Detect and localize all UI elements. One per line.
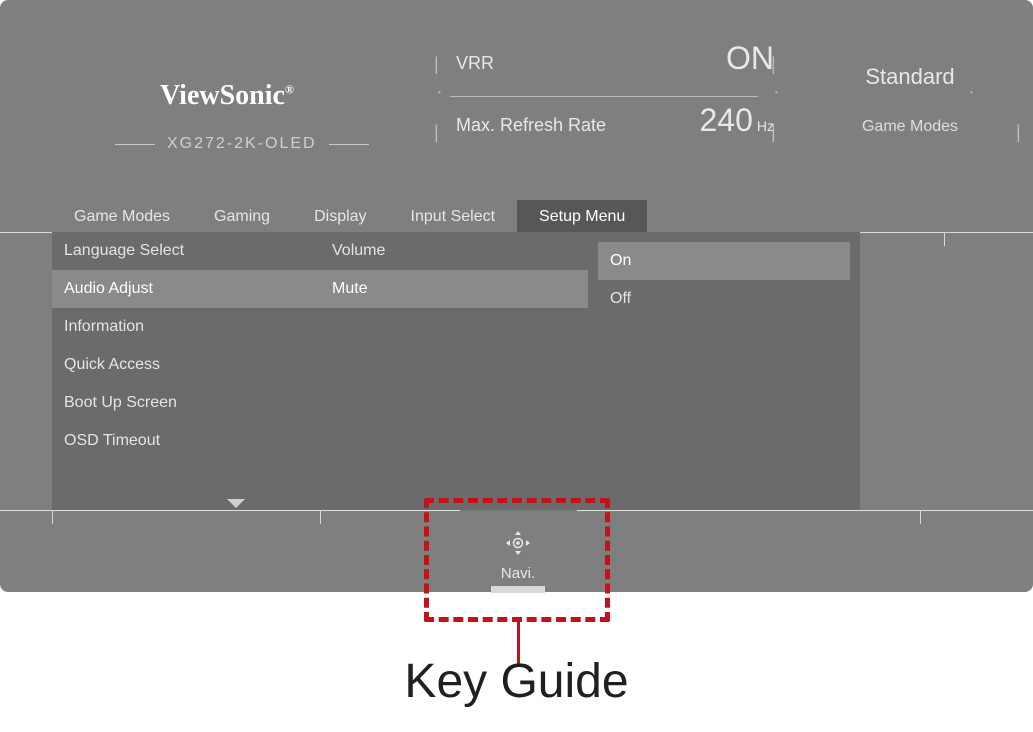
model-name: XG272-2K-OLED [167,135,317,153]
tick-mark [320,510,321,524]
bottom-rule [577,510,1033,511]
settings-panel: Language Select Audio Adjust Information… [52,232,860,510]
navi-underline [491,586,545,593]
status-vrr-value: ON [726,40,774,77]
status-refresh-value: 240 [699,102,752,138]
tick-mark [920,510,921,524]
status-refresh-unit: Hz [757,118,774,134]
menu-item-osd-timeout[interactable]: OSD Timeout [52,422,320,460]
tick-mark [944,232,945,246]
joystick-icon [505,530,531,556]
option-off[interactable]: Off [598,280,850,318]
mode-label: Game Modes [800,118,1020,136]
menu-item-mute[interactable]: Mute [320,270,588,308]
menu-item-language-select[interactable]: Language Select [52,232,320,270]
menu-item-quick-access[interactable]: Quick Access [52,346,320,384]
menu-column-3: On Off [588,232,860,510]
status-refresh-row: Max. Refresh Rate 240 Hz [434,102,774,150]
mode-value: Standard [800,40,1020,118]
tab-setup-menu[interactable]: Setup Menu [517,200,647,234]
status-vrr-label: VRR [456,53,494,74]
brand-logo: ViewSonic® [160,80,294,112]
tab-input-select[interactable]: Input Select [389,200,518,234]
decorative-line [115,144,155,145]
menu-column-1: Language Select Audio Adjust Information… [52,232,320,510]
tick-mark [52,510,53,524]
navi-label: Navi. [498,565,538,582]
callout-label: Key Guide [0,654,1033,709]
tab-rule [0,232,55,233]
status-vrr-row: VRR ON [434,40,774,88]
menu-column-2: Volume Mute [320,232,588,510]
model-row: XG272-2K-OLED [115,135,369,153]
divider-dot: • [775,88,778,97]
bottom-rule [0,510,460,511]
menu-item-boot-up-screen[interactable]: Boot Up Screen [52,384,320,422]
tab-gaming[interactable]: Gaming [192,200,292,234]
navi-indicator: Navi. [498,530,538,582]
status-refresh-label: Max. Refresh Rate [456,115,606,136]
tab-bar: Game Modes Gaming Display Input Select S… [52,200,647,234]
option-on[interactable]: On [598,242,850,280]
decorative-line [329,144,369,145]
tab-game-modes[interactable]: Game Modes [52,200,192,234]
status-divider [450,96,758,97]
tab-display[interactable]: Display [292,200,388,234]
tab-rule [860,232,1033,233]
status-column-1: VRR ON Max. Refresh Rate 240 Hz [434,40,774,150]
menu-item-volume[interactable]: Volume [320,232,588,270]
more-items-arrow-icon[interactable] [227,499,245,508]
registered-mark: ® [285,83,294,97]
menu-item-information[interactable]: Information [52,308,320,346]
osd-panel: ViewSonic® XG272-2K-OLED | | | | • • • |… [0,0,1033,592]
brand-name: ViewSonic [160,80,285,111]
status-column-2: Standard Game Modes [800,40,1020,136]
menu-item-audio-adjust[interactable]: Audio Adjust [52,270,320,308]
